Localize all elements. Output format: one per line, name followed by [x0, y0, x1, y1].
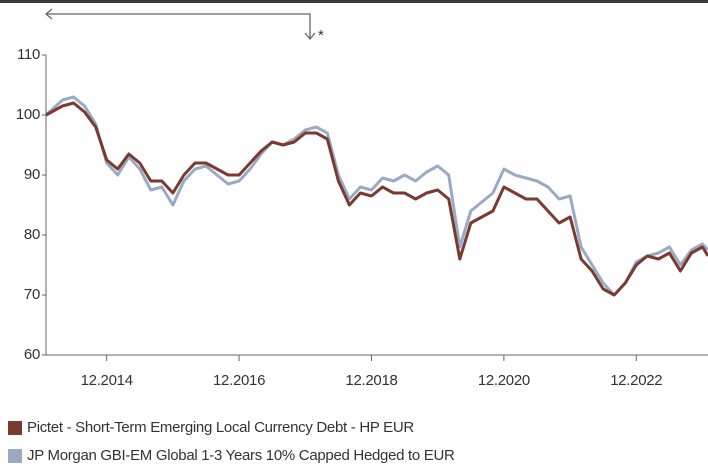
y-tick-label: 100 [16, 106, 40, 123]
y-tick-label: 110 [17, 46, 40, 63]
x-tick-label: 12.2018 [345, 372, 397, 389]
y-tick-label: 70 [24, 286, 40, 303]
legend-swatch [8, 421, 22, 435]
legend-label: Pictet - Short-Term Emerging Local Curre… [27, 419, 414, 436]
legend-swatch [8, 449, 22, 463]
series-line [45, 101, 708, 297]
y-tick-label: 90 [24, 166, 40, 183]
top-bar [0, 0, 708, 3]
legend-label: JP Morgan GBI-EM Global 1-3 Years 10% Ca… [27, 447, 455, 464]
series-line [44, 95, 708, 297]
annotation-arrow [44, 8, 316, 41]
y-tick-label: 80 [24, 226, 40, 243]
annotation: * [318, 27, 324, 44]
x-tick-label: 12.2022 [610, 372, 662, 389]
x-tick-label: 12.2020 [478, 372, 530, 389]
x-tick-label: 12.2016 [213, 372, 265, 389]
y-tick-label: 60 [24, 346, 40, 363]
x-tick-label: 12.2014 [81, 372, 133, 389]
